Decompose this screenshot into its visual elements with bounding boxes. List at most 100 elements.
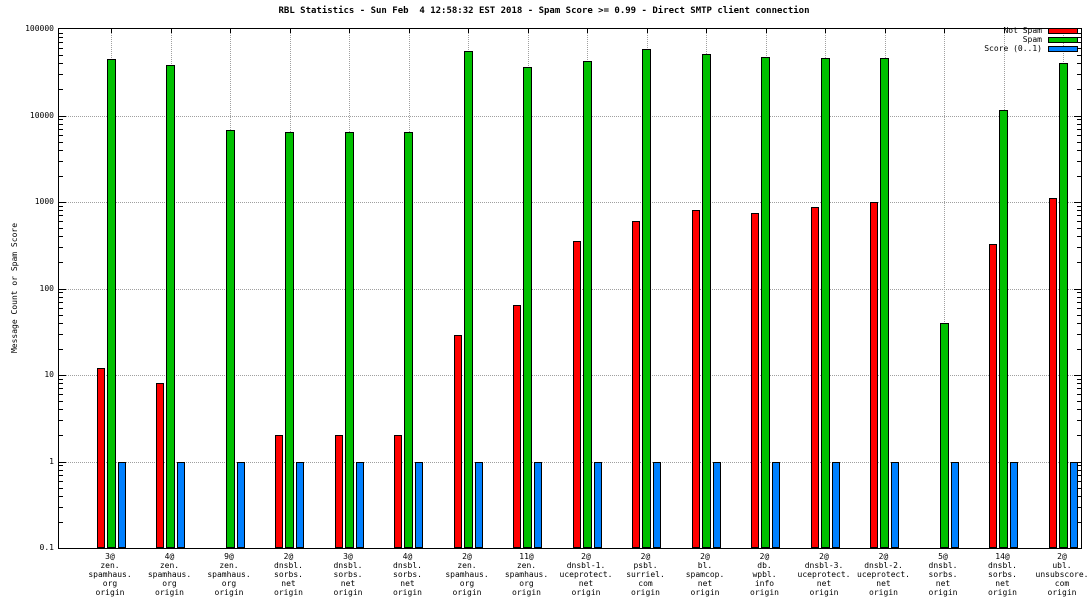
x-tick-mark [527,29,529,33]
y-tick-mark [59,435,63,437]
y-tick-mark [59,123,63,125]
y-tick-mark [59,205,63,207]
bar-score [117,461,126,548]
y-tick-mark [59,314,63,316]
y-tick-mark [1077,32,1081,34]
y-tick-mark [1077,495,1081,497]
y-tick-mark [1077,333,1081,335]
gridline-horizontal [59,288,1081,290]
y-tick-mark [59,292,63,294]
y-tick-mark [1077,55,1081,57]
y-tick-mark [59,247,63,249]
bar-not-spam [1048,198,1057,548]
y-tick-mark [59,420,63,422]
y-tick-mark [1077,37,1081,39]
bar-not-spam [989,243,997,548]
y-tick-mark [1077,378,1081,380]
y-tick-mark [59,333,63,335]
y-tick-mark [59,37,63,39]
y-tick-mark [59,74,63,76]
x-tick-mark [587,29,588,33]
y-tick-mark [59,210,63,212]
bar-spam [939,322,949,548]
gridline-vertical [944,29,945,548]
y-tick-mark [1077,474,1081,476]
y-tick-mark [59,128,63,130]
y-tick-mark [59,521,63,523]
bar-score [950,461,959,548]
bar-spam [642,49,651,548]
y-tick-mark [59,480,63,482]
y-tick-mark [59,63,63,65]
y-tick-mark [59,307,63,309]
bar-score [831,461,840,548]
legend-swatch-not-spam [1048,27,1078,34]
y-tick-mark [1077,435,1081,437]
y-tick-mark [59,383,63,385]
y-tick-label: 10000 [29,110,54,120]
x-tick-mark [765,29,767,33]
x-tick-mark [1003,29,1005,33]
plot-area [58,28,1082,549]
y-tick-mark [1077,141,1081,143]
x-category-label: 2@ zen. spamhaus. org origin [445,552,489,597]
y-tick-mark [1077,74,1081,76]
bar-spam [463,51,473,548]
x-category-label: 2@ psbl. surriel. com origin [626,552,665,597]
y-tick-mark [1077,307,1081,309]
y-tick-mark [1077,480,1081,482]
y-tick-label: 100 [39,283,54,293]
bar-spam [761,57,770,548]
y-tick-mark [59,301,63,303]
bar-score [891,461,899,548]
y-tick-mark [59,548,66,549]
legend-item-label: Not Spam [1003,25,1042,35]
y-tick-mark [1077,123,1081,125]
y-tick-mark [1074,548,1081,549]
bar-score [1069,461,1078,548]
bar-score [236,461,245,548]
y-tick-mark [1077,469,1081,471]
y-tick-mark [1074,461,1081,463]
bar-not-spam [394,435,402,548]
y-tick-label: 10 [44,370,54,379]
x-tick-mark [468,29,469,33]
bar-not-spam [275,435,283,548]
y-tick-mark [1077,221,1081,223]
bar-spam [523,67,532,548]
y-tick-mark [1077,119,1081,121]
y-tick-mark [1074,288,1081,290]
bar-not-spam [572,241,581,548]
y-tick-mark [59,506,63,508]
y-tick-mark [59,375,66,376]
y-tick-mark [1077,409,1081,411]
y-tick-mark [1077,128,1081,130]
x-tick-mark [944,29,945,33]
y-tick-mark [59,48,63,50]
bar-score [415,461,423,548]
y-tick-mark [1077,401,1081,403]
x-category-label: 14@ dnsbl. sorbs. net origin [988,552,1017,597]
y-tick-mark [1077,521,1081,523]
y-tick-mark [59,394,63,396]
bar-spam [701,53,711,548]
x-tick-mark [408,29,410,33]
y-tick-mark [59,42,63,44]
legend-item-label: Spam [1022,34,1042,44]
bar-score [1010,461,1018,548]
legend-item-label: Score (0..1) [984,43,1042,53]
y-tick-mark [59,149,63,151]
bar-spam [106,59,116,548]
bar-spam [285,131,294,548]
x-category-label: 2@ ubl. unsubscore. com origin [1035,552,1088,597]
x-category-label: 2@ dnsbl. sorbs. net origin [274,552,303,597]
legend-swatch-spam [1048,36,1078,43]
y-tick-mark [1074,115,1081,117]
y-tick-mark [59,115,66,117]
x-category-label: 2@ dnsbl-2. uceprotect. net origin [857,552,910,597]
bar-spam [880,58,889,548]
x-tick-mark [706,29,707,33]
y-tick-mark [1077,420,1081,422]
y-tick-mark [1077,160,1081,162]
